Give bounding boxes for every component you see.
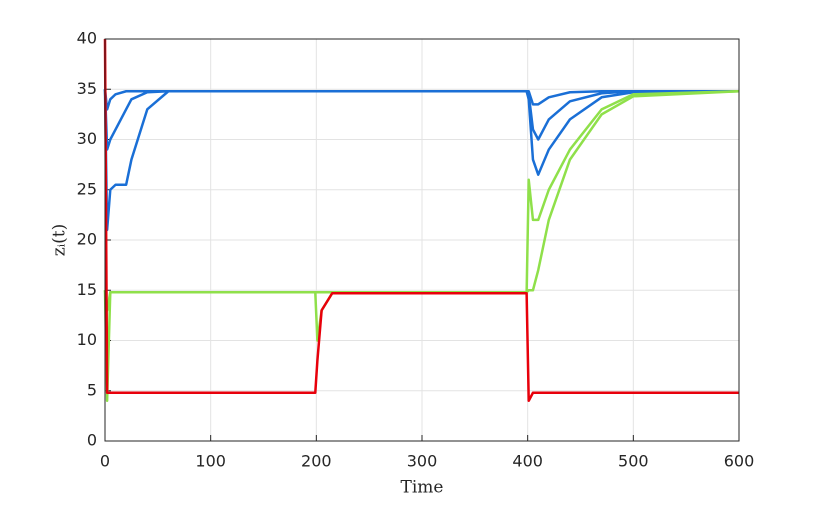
axes-box: [104, 38, 740, 442]
x-tick-label: 100: [195, 452, 226, 471]
y-tick-label: 40: [77, 29, 97, 48]
x-tick-label: 400: [512, 452, 543, 471]
y-tick-label: 15: [77, 280, 97, 299]
series-line: [103, 90, 740, 312]
series-line: [103, 89, 739, 111]
y-tick-label: 20: [77, 230, 97, 249]
x-tick-label: 0: [100, 452, 110, 471]
y-tick-label: 10: [77, 330, 97, 349]
y-axis-label: zᵢ(t): [50, 224, 70, 256]
y-tick-label: 0: [87, 431, 97, 450]
y-tick-label: 25: [77, 179, 97, 198]
series-line: [103, 38, 739, 403]
plot-lines: [103, 38, 740, 403]
x-axis-label: Time: [401, 478, 444, 498]
x-tick-label: 200: [301, 452, 332, 471]
x-tick-label: 600: [724, 452, 755, 471]
y-tick-label: 30: [77, 129, 97, 148]
x-tick-label: 500: [618, 452, 649, 471]
y-tick-label: 35: [77, 79, 97, 98]
y-tick-label: 5: [87, 380, 97, 399]
x-tick-label: 300: [407, 452, 438, 471]
